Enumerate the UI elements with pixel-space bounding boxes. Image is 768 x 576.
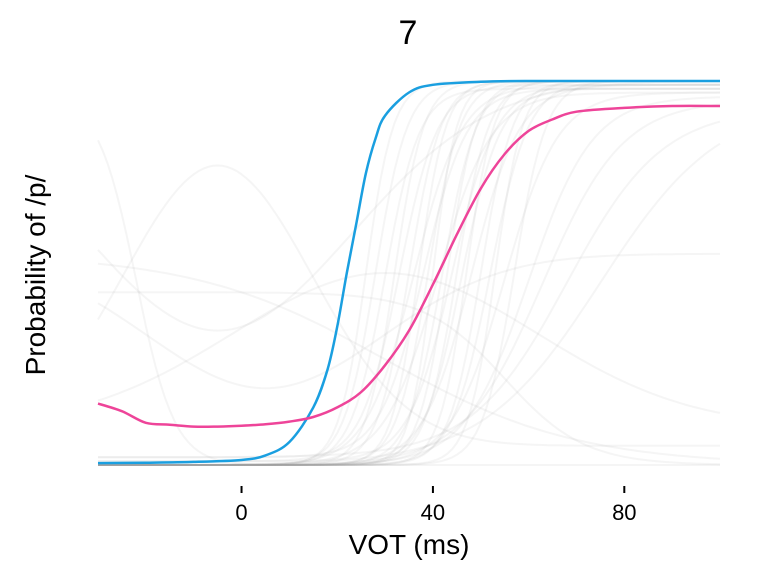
background-curve [98,103,721,466]
background-curve [98,80,720,466]
y-axis-label: Probability of /p/ [20,174,51,375]
background-curve [98,120,721,459]
background-curves [97,80,721,466]
background-curve [98,142,721,466]
chart-title: 7 [399,14,418,52]
background-curve [97,252,720,390]
background-curve [98,91,721,466]
background-curve [97,139,720,466]
main-curves [97,79,721,465]
background-curve [98,83,720,466]
x-axis: 0 40 80 [235,486,637,525]
background-curve [97,164,720,447]
x-tick-label: 80 [612,500,636,525]
background-curve [98,87,720,466]
plot-area [97,79,721,466]
background-curve [98,83,720,466]
background-curve [97,271,721,414]
background-curve [98,91,720,466]
series-line-1 [97,79,720,465]
x-tick-label: 40 [421,500,445,525]
background-curve [98,87,720,466]
background-curve [98,96,721,466]
background-curve [97,80,720,332]
x-axis-label: VOT (ms) [349,529,470,560]
background-curve [97,262,721,460]
x-tick-label: 0 [235,500,247,525]
background-curve [98,291,721,466]
series-line-2 [97,104,721,429]
